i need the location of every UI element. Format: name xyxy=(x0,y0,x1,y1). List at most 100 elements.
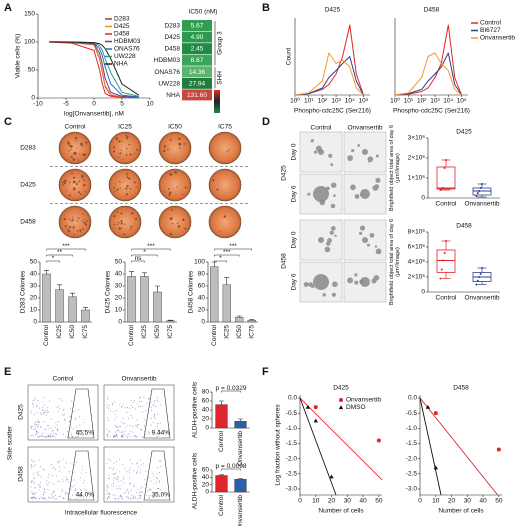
error-bar xyxy=(83,307,88,310)
cell-label: 4.90 xyxy=(191,34,204,41)
event-dot xyxy=(67,493,69,495)
x-tick-label: IC75 xyxy=(248,325,255,339)
spheroid xyxy=(313,274,329,290)
column-label: Onvansertib xyxy=(347,125,382,132)
event-dot xyxy=(69,498,71,500)
event-dot xyxy=(145,433,147,435)
event-dot xyxy=(141,486,143,488)
event-dot xyxy=(152,404,154,406)
event-dot xyxy=(42,468,44,470)
y-tick-label: 0 xyxy=(205,425,209,432)
event-dot xyxy=(126,490,128,492)
x-tick-label: 30 xyxy=(344,498,352,505)
x-tick-label: 10⁴ xyxy=(345,98,355,105)
gate xyxy=(143,388,171,439)
event-dot xyxy=(37,431,39,434)
significance-bracket xyxy=(131,254,158,257)
x-tick-label: 10³ xyxy=(430,98,440,105)
x-tick-label: Control xyxy=(128,324,135,346)
event-dot xyxy=(40,476,42,478)
event-dot xyxy=(126,411,128,414)
event-dot xyxy=(127,436,129,438)
event-dot xyxy=(50,418,52,420)
event-dot xyxy=(153,415,155,417)
gate-percentage: 35.0% xyxy=(152,492,171,499)
data-point xyxy=(442,187,445,189)
culture-dish xyxy=(158,131,192,165)
event-dot xyxy=(147,490,149,492)
heatmap-cell xyxy=(182,77,212,89)
y-tick-label: 100 xyxy=(24,39,35,46)
x-tick-label: 10 xyxy=(146,101,154,108)
event-dot xyxy=(115,426,117,428)
colony xyxy=(176,186,178,188)
event-dot xyxy=(157,434,159,436)
event-dot xyxy=(159,481,161,483)
event-dot xyxy=(127,488,129,491)
x-tick-label: 50 xyxy=(495,498,503,505)
event-dot xyxy=(120,421,123,423)
event-dot xyxy=(116,436,118,438)
spheroid xyxy=(372,185,379,191)
event-dot xyxy=(139,497,141,500)
event-dot xyxy=(133,484,135,486)
data-point xyxy=(476,279,479,282)
y-axis-label: Count xyxy=(286,48,293,66)
event-dot xyxy=(32,403,34,405)
x-tick-label: 50 xyxy=(375,498,383,505)
x-tick-label: 10 xyxy=(432,498,440,505)
culture-dish xyxy=(158,168,192,202)
y-axis-label: Side scatter xyxy=(7,425,14,460)
flow-plot xyxy=(27,384,99,441)
y-tick-label: 40 xyxy=(30,271,38,278)
event-dot xyxy=(41,434,43,436)
spheroid xyxy=(351,149,355,153)
column-label: Control xyxy=(311,125,333,132)
colony xyxy=(125,134,127,136)
x-tick-label: Onvansertib xyxy=(237,431,244,466)
y-tick-label: 40 xyxy=(198,295,206,302)
event-dot xyxy=(79,496,81,498)
event-dot xyxy=(46,409,48,411)
colony xyxy=(70,194,72,196)
event-dot xyxy=(114,424,116,426)
event-dot xyxy=(156,436,158,438)
colony xyxy=(72,180,76,184)
y-axis-label: Brightfield object total area of day 6 (… xyxy=(389,124,402,212)
colony xyxy=(171,208,173,211)
event-dot xyxy=(84,479,86,481)
colony xyxy=(133,181,136,184)
x-tick-label: Onvansertib xyxy=(464,201,499,208)
row-label: HDBM03 xyxy=(154,57,181,64)
box xyxy=(436,166,456,190)
event-dot xyxy=(51,475,53,477)
y-tick-label: 6×10⁶ xyxy=(408,244,426,251)
y-tick-label: 20 xyxy=(30,295,38,302)
colony xyxy=(112,146,116,149)
event-dot xyxy=(134,436,136,438)
event-dot xyxy=(48,473,50,475)
event-dot xyxy=(74,489,76,491)
y-tick-label: 2×10⁶ xyxy=(408,274,426,281)
colony xyxy=(182,193,184,196)
event-dot xyxy=(109,436,111,438)
x-tick-label: IC50 xyxy=(69,325,76,339)
event-dot xyxy=(74,464,76,466)
colony xyxy=(85,141,87,144)
event-dot xyxy=(52,467,54,469)
x-tick-label: 10¹ xyxy=(404,98,414,105)
event-dot xyxy=(46,480,48,482)
colony xyxy=(76,230,79,232)
event-dot xyxy=(73,410,75,412)
event-dot xyxy=(85,472,87,474)
event-dot xyxy=(126,406,129,409)
event-dot xyxy=(31,427,33,429)
event-dot xyxy=(44,436,46,438)
event-dot xyxy=(146,494,148,496)
panel-letter: B xyxy=(262,2,270,14)
event-dot xyxy=(53,433,55,435)
event-dot xyxy=(122,434,124,436)
event-dot xyxy=(75,487,77,489)
legend-label: D425 xyxy=(114,23,130,30)
colony xyxy=(119,152,122,155)
